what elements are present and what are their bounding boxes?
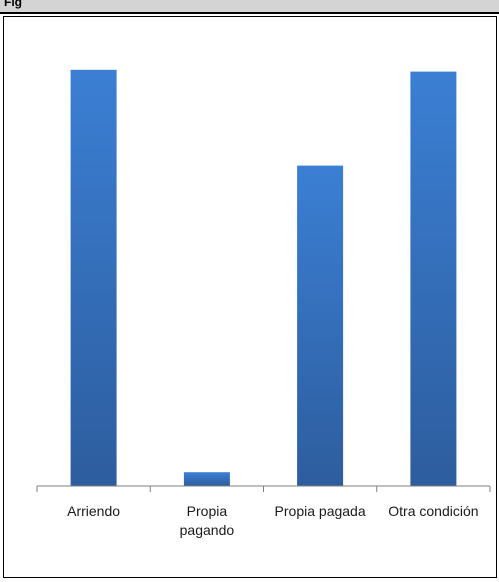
x-tick-label: Arriendo	[67, 503, 120, 519]
x-tick-label: Propia	[187, 503, 228, 519]
bars-group	[70, 69, 457, 487]
bar-chart: Arriendo Propia pagando Propia pagada Otra c…	[36, 69, 491, 538]
x-tick-label: Otra condición	[388, 503, 478, 519]
header-text: Fig	[4, 0, 22, 9]
x-axis	[36, 485, 491, 492]
chart-frame: Arriendo Propia pagando Propia pagada Otra c…	[3, 16, 497, 578]
x-tick-label: Propia pagada	[275, 503, 366, 519]
bar-1	[183, 472, 230, 486]
bar-2	[297, 165, 344, 486]
x-tick-labels: Arriendo Propia pagando Propia pagada Otra c…	[67, 503, 478, 538]
header-strip: Fig	[0, 0, 499, 14]
bar-3	[410, 71, 457, 486]
x-tick-label: pagando	[180, 522, 235, 538]
bar-0	[70, 69, 117, 487]
